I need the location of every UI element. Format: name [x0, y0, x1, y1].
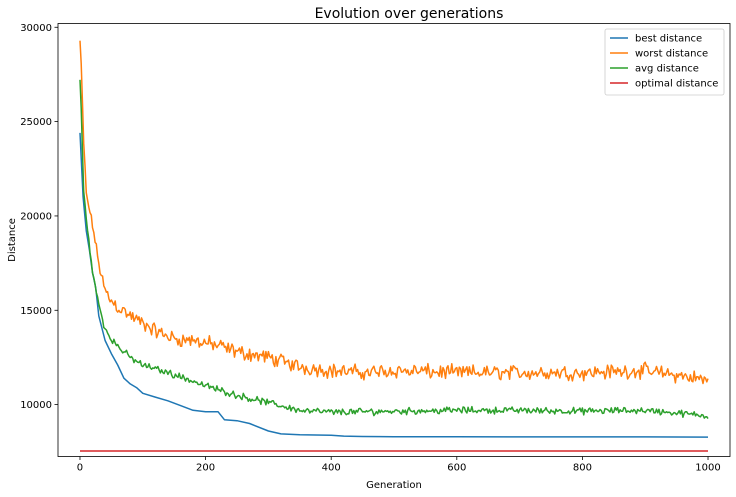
x-axis-label: Generation	[366, 480, 422, 491]
x-tick-label: 200	[196, 463, 215, 474]
chart-title: Evolution over generations	[315, 6, 504, 22]
x-tick-label: 1000	[695, 463, 720, 474]
series-line-0	[79, 132, 709, 438]
y-tick-label: 20000	[20, 211, 52, 222]
y-axis-label: Distance	[7, 218, 18, 262]
y-axis: 10000 15000 20000 25000 30000	[20, 23, 58, 411]
series-lines	[79, 40, 709, 452]
x-tick-label: 400	[322, 463, 341, 474]
x-tick-label: 600	[447, 463, 466, 474]
legend-label: best distance	[635, 34, 702, 45]
legend: best distance worst distance avg distance o…	[604, 28, 725, 96]
series-line-1	[79, 40, 709, 385]
legend-label: worst distance	[635, 49, 708, 60]
series-line-2	[79, 79, 709, 420]
y-tick-label: 30000	[20, 23, 52, 34]
x-tick-label: 800	[573, 463, 592, 474]
y-tick-label: 10000	[20, 400, 52, 411]
x-axis: 0 200 400 600 800 1000	[77, 456, 721, 474]
y-tick-label: 25000	[20, 117, 52, 128]
legend-label: avg distance	[635, 64, 699, 75]
x-tick-label: 0	[77, 463, 83, 474]
legend-label: optimal distance	[635, 79, 718, 90]
legend-box	[604, 28, 725, 96]
plot-frame	[57, 23, 731, 457]
y-tick-label: 15000	[20, 306, 52, 317]
